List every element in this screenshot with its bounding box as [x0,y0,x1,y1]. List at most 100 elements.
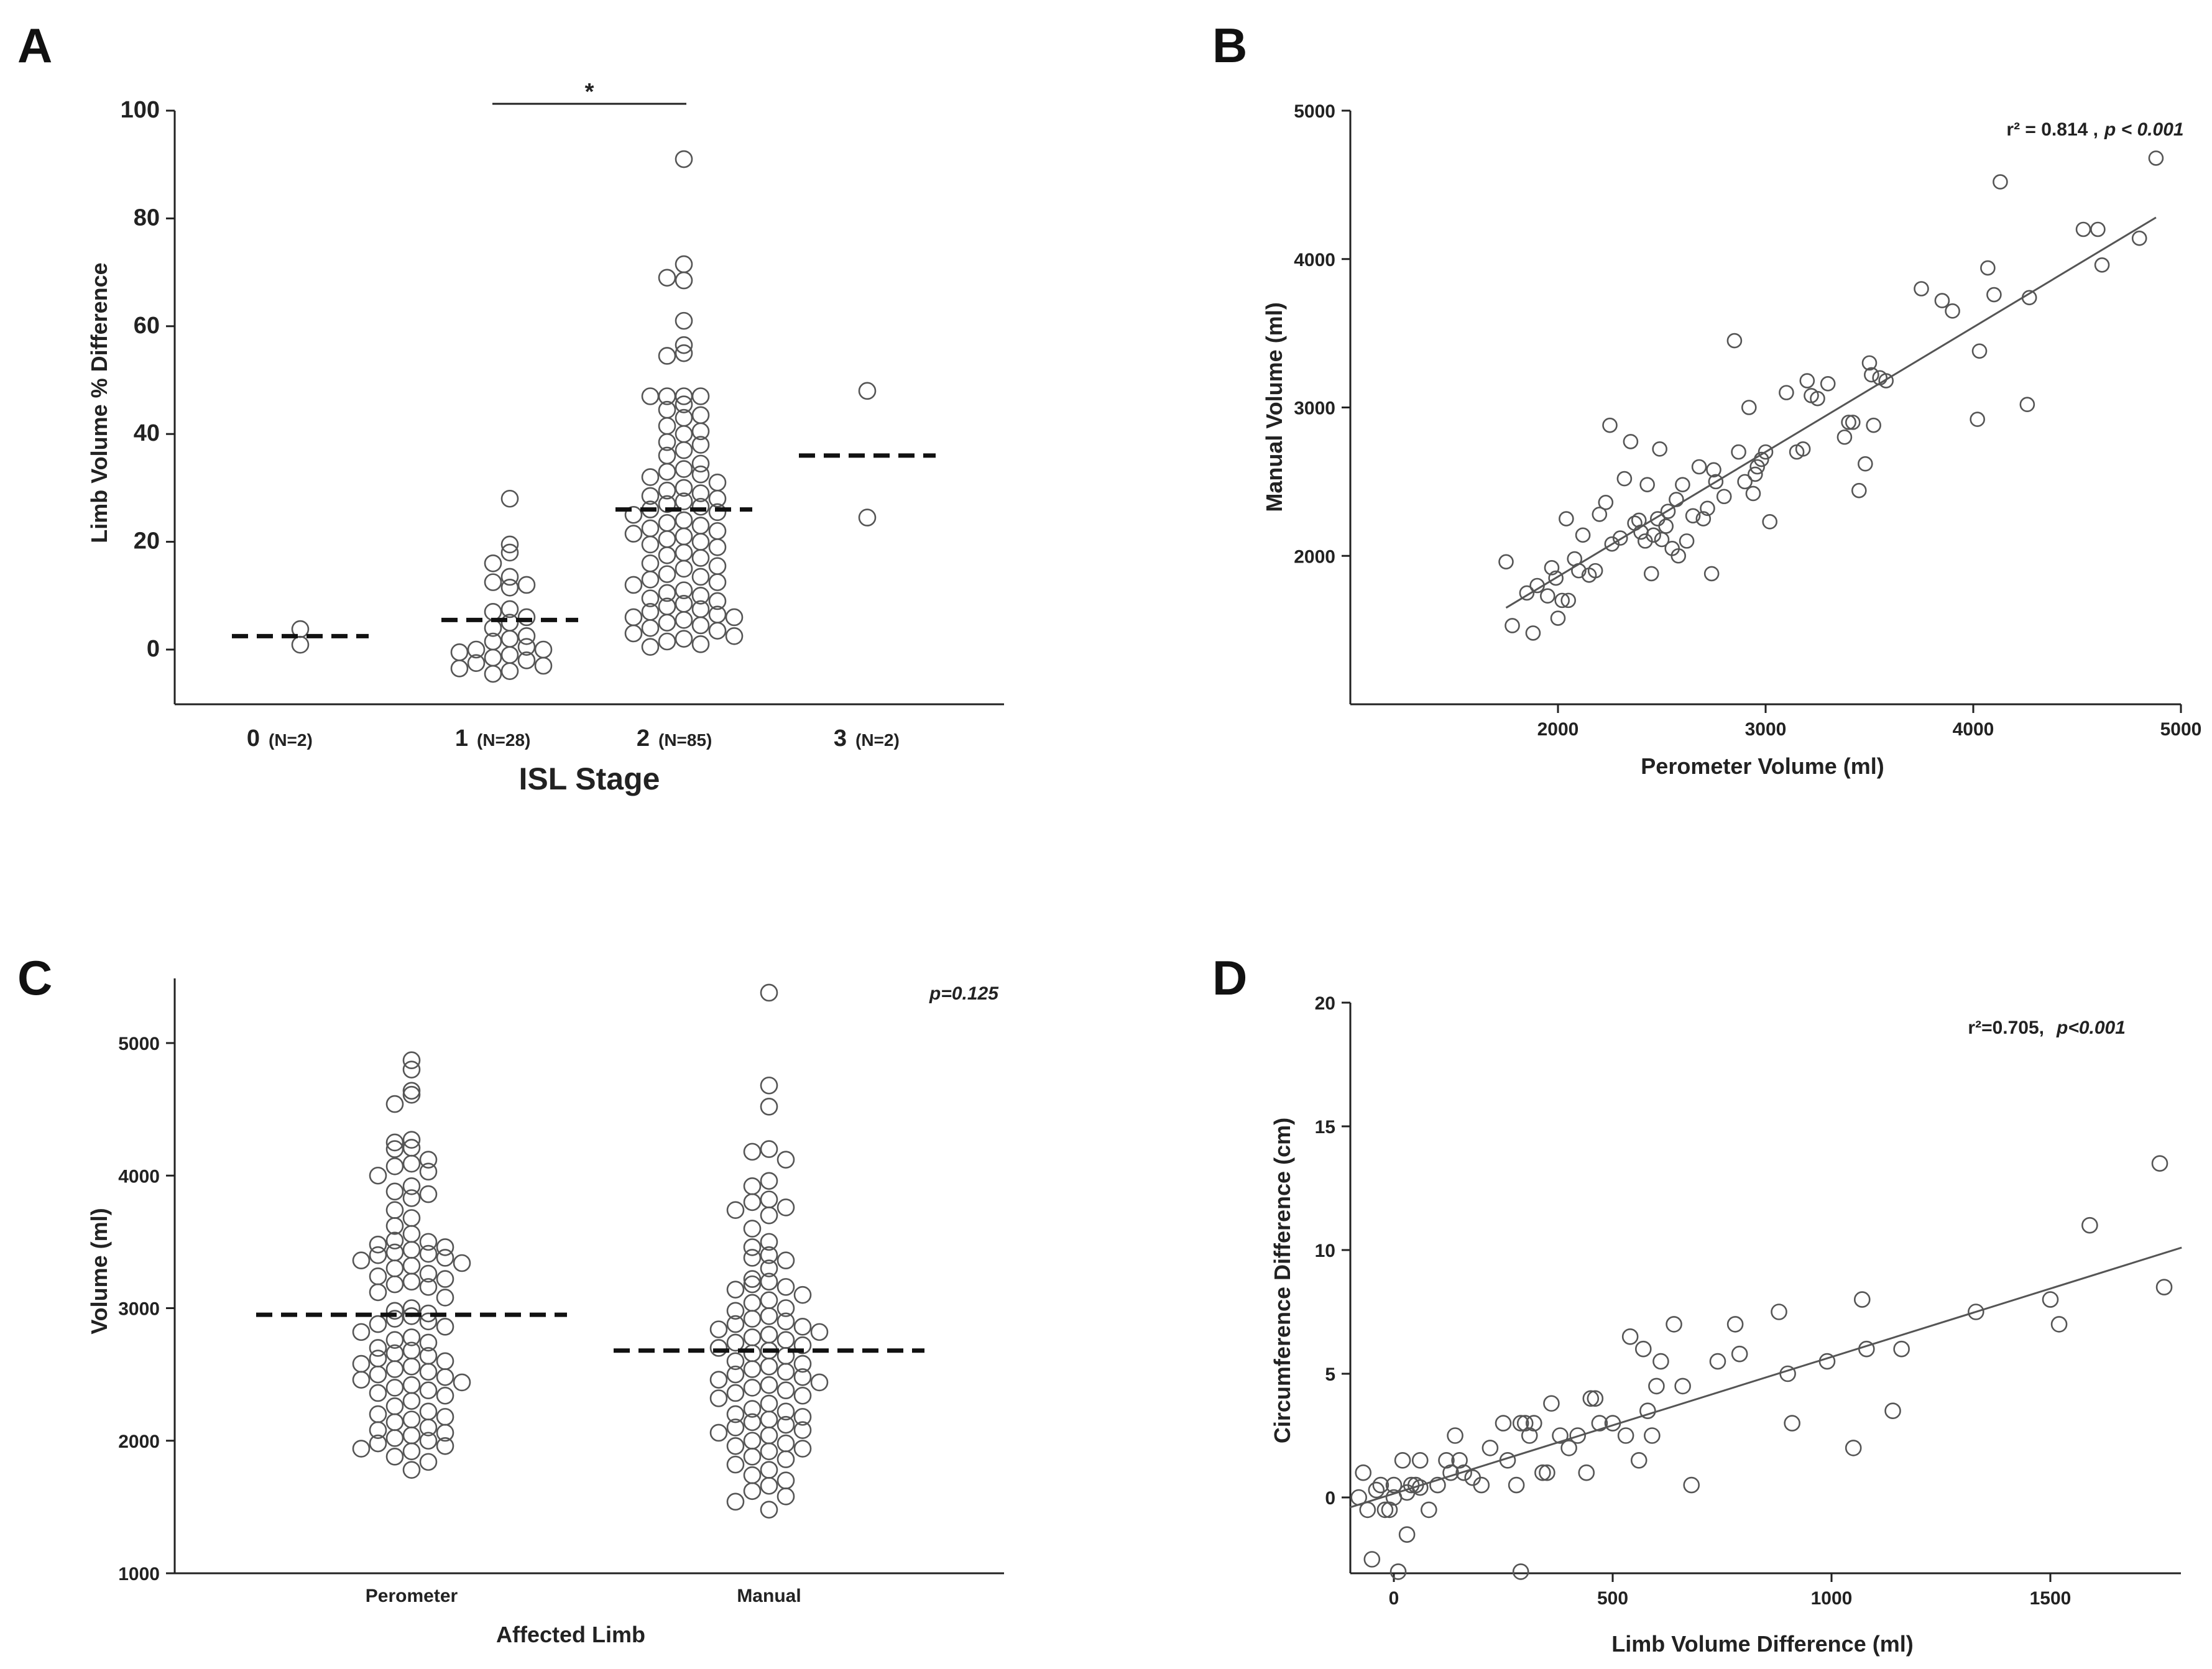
panel-a-category-0-n: (N=2) [269,730,313,750]
data-point [1864,367,1879,383]
y-tick-label: 60 [134,313,160,339]
data-point [352,1440,371,1458]
data-point [1621,1328,1639,1345]
data-point [1616,471,1633,487]
data-point [760,1426,778,1445]
data-point [402,1272,421,1291]
y-tick-label: 20 [1315,993,1335,1014]
data-point [1359,1501,1376,1519]
data-point [709,1423,728,1442]
data-point [402,1328,421,1346]
data-point [760,1076,778,1095]
data-point [402,1225,421,1243]
panel-c-y-label: Volume (ml) [86,1208,112,1334]
data-point [1447,1427,1463,1444]
data-point [641,589,660,607]
data-point [1646,527,1661,543]
data-point [517,651,536,669]
data-point [402,1131,421,1149]
data-point [658,614,676,632]
data-point [369,1315,387,1333]
panel-d-x-ticks: 0 500 1000 1500 [1389,1573,2071,1609]
data-point [402,1082,421,1100]
data-point [658,565,676,583]
data-point [402,1392,421,1410]
data-point [419,1264,438,1283]
data-point [1512,1563,1529,1580]
data-point [743,1448,762,1466]
data-point [436,1318,454,1336]
data-point [1592,507,1608,522]
data-point [777,1198,795,1216]
data-point [1691,459,1707,475]
data-point [1836,429,1853,445]
data-point [1389,1563,1407,1580]
data-point [743,1249,762,1267]
data-point [1878,373,1894,389]
data-point [1552,1427,1569,1444]
data-point [777,1299,795,1317]
data-point [385,1429,404,1447]
data-point [1648,1377,1665,1395]
data-point [624,505,643,524]
panel-letter-d: D [1212,950,1247,1005]
data-point [760,1376,778,1394]
y-tick-label: 2000 [118,1432,160,1452]
x-tick-label: 1000 [1811,1588,1853,1609]
data-point [1482,1440,1499,1456]
data-point [726,1201,745,1219]
data-point [402,1189,421,1207]
data-point [691,635,710,653]
data-point [793,1421,812,1439]
panel-b-fit-line [1505,216,2157,609]
data-point [369,1421,387,1439]
data-point [760,1476,778,1495]
data-point [436,1368,454,1386]
data-point [793,1336,812,1354]
data-point [1623,434,1639,449]
data-point [385,1133,404,1152]
data-point [858,382,877,400]
data-point [675,150,693,168]
data-point [743,1294,762,1312]
data-point [1587,1390,1604,1407]
data-point [810,1373,829,1392]
data-point [419,1151,438,1169]
data-point [385,1275,404,1294]
data-point [675,271,693,290]
panel-c-y-ticks: 1000 2000 3000 4000 5000 [118,1034,175,1584]
data-point [777,1251,795,1270]
data-point [1368,1481,1385,1499]
data-point [1639,477,1655,492]
data-point [709,1371,728,1389]
data-point [1858,456,1873,472]
data-point [1598,494,1614,510]
data-point [708,473,727,492]
data-point [436,1386,454,1405]
data-point [436,1437,454,1455]
data-point [743,1379,762,1397]
data-point [1708,474,1724,490]
panel-a-chart: 0 20 40 60 80 100 0 (N=2) 1 (N=28) 2 (N=85) 3… [86,79,1004,796]
data-point [385,1448,404,1466]
data-point [1771,1303,1787,1320]
data-point [1385,1476,1403,1494]
data-point [743,1238,762,1256]
data-point [777,1312,795,1331]
data-point [385,1379,404,1397]
panel-a-y-ticks: 0 20 40 60 80 100 [121,97,175,662]
y-tick-label: 100 [121,97,160,123]
data-point [1820,375,1836,392]
data-point [1993,174,2008,190]
data-point [777,1471,795,1490]
data-point [675,511,693,530]
data-point [691,616,710,635]
data-point [641,519,660,538]
data-point [1861,355,1878,371]
data-point [385,1182,404,1201]
data-point [691,406,710,425]
data-point [467,654,486,672]
data-point [675,395,693,413]
data-point [1376,1501,1394,1519]
data-point [726,1455,745,1474]
